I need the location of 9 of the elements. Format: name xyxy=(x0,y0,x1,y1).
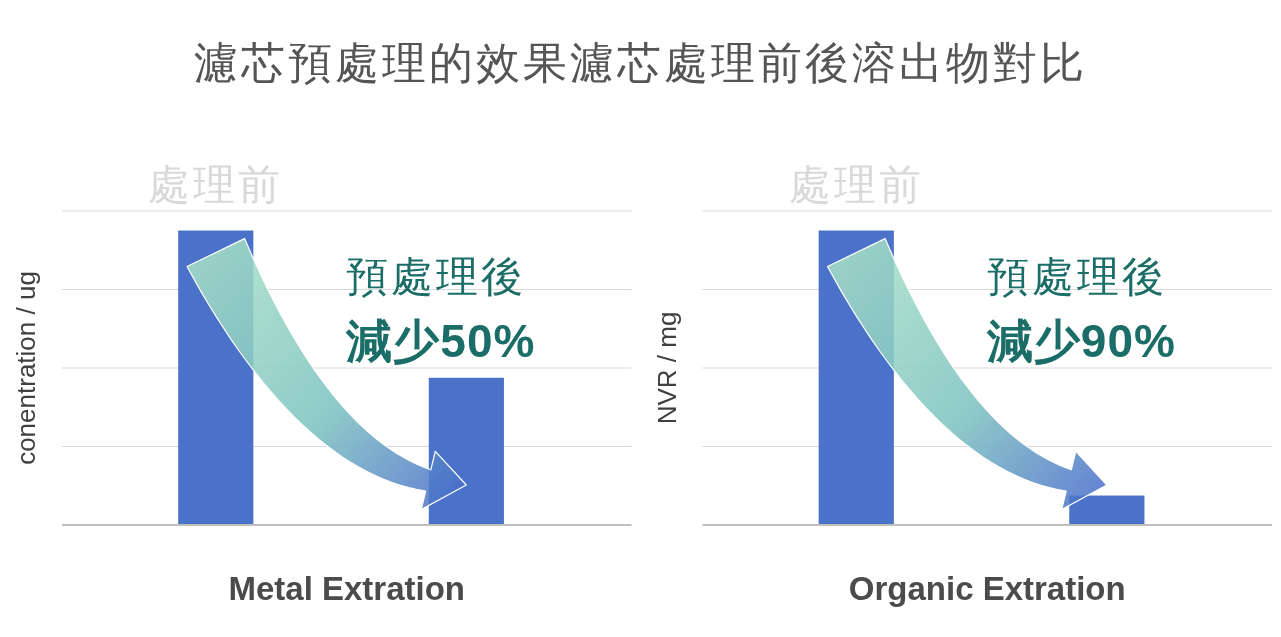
y-axis-title: conentration / ug xyxy=(10,271,41,465)
y-axis-title: NVR / mg xyxy=(651,311,682,425)
annotation: 減少50% xyxy=(345,315,536,367)
x-tick-label: 預處理後 xyxy=(346,253,527,300)
annotation: 減少90% xyxy=(985,315,1176,367)
x-axis-title: Metal Extration xyxy=(228,570,466,607)
x-tick-label: 預處理後 xyxy=(986,253,1167,300)
x-axis-title: Organic Extration xyxy=(848,570,1126,607)
chart-title: 濾芯預處理的效果濾芯處理前後溶出物對比 xyxy=(194,38,1087,87)
